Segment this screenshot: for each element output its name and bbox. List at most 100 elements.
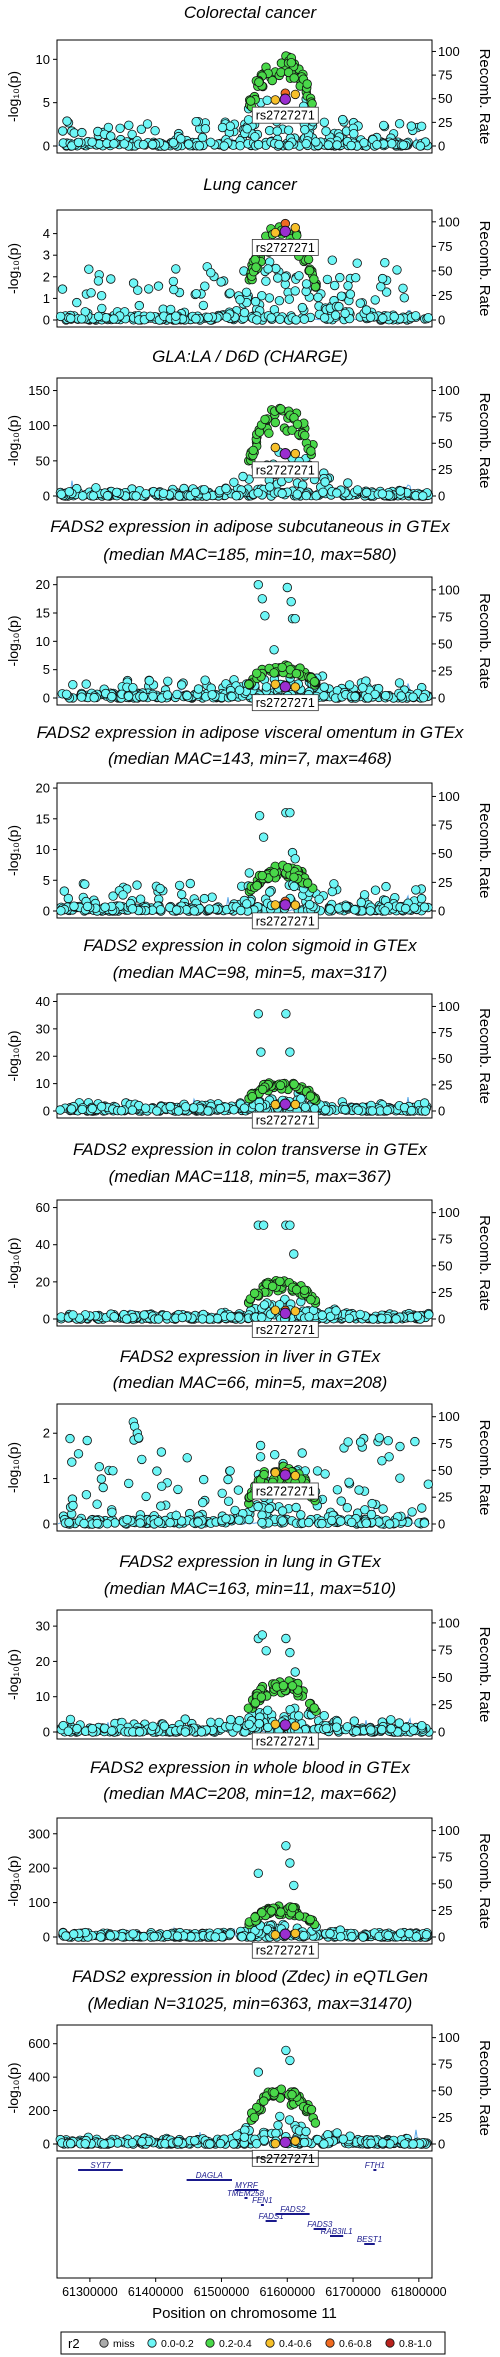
snp-point: [153, 1517, 164, 1527]
snp-point: [82, 901, 93, 912]
recomb-tick-label: 100: [438, 2030, 460, 2045]
snp-point: [156, 1481, 167, 1492]
ld-snp-point: [244, 679, 254, 690]
snp-point: [226, 1311, 236, 1322]
ld-snp-point: [270, 442, 281, 453]
recomb-tick-label: 75: [438, 1850, 452, 1865]
legend-swatch: [99, 2338, 109, 2348]
ld-snp-point: [302, 79, 312, 89]
ld-snp-point: [277, 662, 287, 673]
snp-point: [297, 302, 308, 313]
y-tick-label: 0: [43, 1312, 50, 1327]
snp-point: [370, 885, 381, 895]
snp-point: [265, 482, 275, 492]
snp-point: [320, 477, 330, 487]
snp-point: [61, 689, 72, 700]
lead-snp-point: [279, 1098, 291, 1110]
snp-point: [143, 284, 154, 294]
snp-point: [68, 1310, 78, 1320]
snp-point: [274, 139, 284, 150]
snp-point: [197, 132, 208, 143]
assoc-panel-8: FADS2 expression in liver in GTEx (median…: [5, 1347, 493, 1532]
snp-point: [205, 137, 216, 148]
panel-title: (median MAC=143, min=7, max=468): [108, 749, 392, 768]
snp-point: [63, 1726, 74, 1736]
lead-snp-label: rs2727271: [256, 1484, 315, 1498]
legend-swatch: [265, 2338, 275, 2348]
snp-point: [84, 264, 94, 274]
snp-point: [365, 312, 376, 323]
top-signal-point: [253, 580, 263, 590]
snp-point: [171, 264, 181, 274]
snp-point: [264, 1503, 274, 1514]
snp-point: [239, 2132, 250, 2143]
snp-point: [64, 1517, 74, 1528]
recomb-tick-label: 25: [438, 1490, 452, 1505]
snp-point: [173, 2136, 183, 2147]
snp-point: [206, 268, 216, 278]
lead-snp-label: rs2727271: [256, 241, 315, 255]
lead-snp-label: rs2727271: [256, 1114, 315, 1128]
y-tick-label: 1: [43, 1471, 50, 1486]
snp-point: [191, 314, 201, 324]
snp-point: [225, 121, 235, 132]
snp-point: [225, 288, 235, 298]
snp-point: [155, 905, 166, 915]
snp-point: [188, 1103, 199, 1113]
snp-point: [55, 1105, 65, 1115]
snp-point: [255, 1452, 266, 1462]
snp-point: [290, 286, 300, 296]
y-tick-label: 0: [43, 489, 50, 504]
snp-point: [88, 491, 99, 501]
lead-snp-point: [279, 448, 291, 460]
snp-point: [193, 684, 204, 694]
y-axis-label: -log₁₀(p): [5, 1442, 21, 1493]
panel-title: (median MAC=66, min=5, max=208): [113, 1373, 388, 1392]
y-tick-label: 5: [43, 873, 50, 888]
snp-point: [241, 287, 252, 298]
snp-point: [250, 132, 260, 142]
snp-point: [239, 307, 250, 318]
snp-point: [107, 1726, 117, 1736]
recomb-tick-label: 25: [438, 1077, 452, 1092]
ld-snp-point: [254, 77, 264, 87]
snp-point: [210, 1932, 220, 1942]
legend-label: 0.2-0.4: [219, 2338, 252, 2350]
snp-point: [319, 313, 330, 323]
snp-point: [299, 1930, 309, 1941]
snp-point: [423, 313, 434, 323]
ld-snp-point: [289, 872, 299, 883]
snp-point: [350, 691, 360, 702]
snp-point: [200, 123, 211, 134]
recomb-tick-label: 0: [438, 313, 445, 328]
snp-point: [408, 692, 418, 702]
recomb-tick-label: 100: [438, 1205, 460, 1220]
recomb-tick-label: 0: [438, 1725, 445, 1740]
legend-swatch: [147, 2338, 157, 2348]
panel-title: FADS2 expression in lung in GTEx: [119, 1552, 381, 1571]
recomb-tick-label: 100: [438, 582, 460, 597]
ld-snp-point: [249, 1288, 260, 1299]
snp-point: [353, 1105, 364, 1116]
ld-snp-point: [306, 2104, 317, 2115]
snp-point: [354, 1485, 364, 1495]
snp-point: [366, 1509, 377, 1520]
snp-point: [176, 889, 187, 900]
snp-point: [205, 2139, 215, 2149]
y-tick-label: 20: [36, 1274, 50, 1289]
assoc-panel-3: GLA:LA / D6D (CHARGE) 0 50 100 150 0 25 50 75 100…: [5, 347, 493, 504]
recomb-tick-label: 0: [438, 691, 445, 706]
snp-point: [235, 140, 245, 151]
recomb-tick-label: 0: [438, 2137, 445, 2152]
snp-point: [299, 314, 310, 324]
snp-point: [109, 1312, 119, 1322]
snp-point: [148, 1721, 158, 1732]
snp-point: [265, 887, 275, 897]
snp-point: [65, 1433, 75, 1444]
snp-point: [238, 471, 248, 482]
snp-point: [96, 291, 107, 301]
snp-point: [378, 2138, 388, 2148]
snp-point: [182, 1453, 192, 1463]
ld-snp-point: [290, 1721, 301, 1731]
snp-point: [400, 2139, 410, 2149]
